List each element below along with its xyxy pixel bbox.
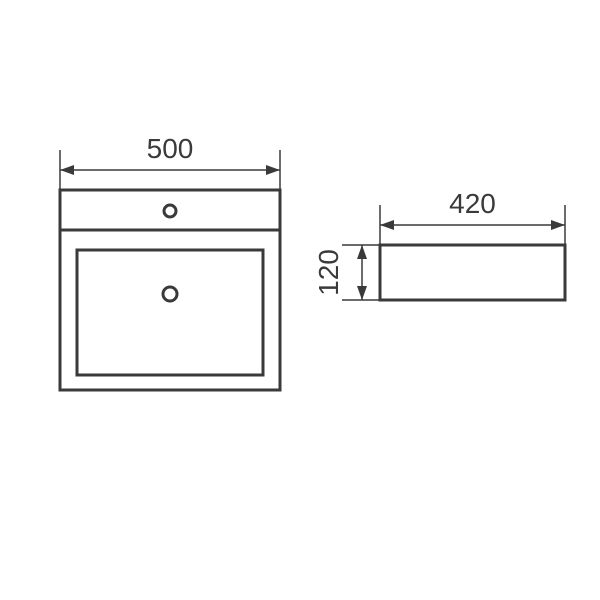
faucet-hole <box>164 205 176 217</box>
dimension-arrowhead <box>551 220 565 230</box>
dimension-arrowhead <box>357 245 367 259</box>
dimension-arrowhead <box>266 165 280 175</box>
dimension-arrowhead <box>380 220 394 230</box>
dim-420: 420 <box>449 188 496 219</box>
drain-hole <box>163 287 177 301</box>
dimension-arrowhead <box>60 165 74 175</box>
dimension-arrowhead <box>357 286 367 300</box>
dim-120: 120 <box>313 249 344 296</box>
front-view <box>60 190 280 390</box>
front-basin-rect <box>77 250 263 375</box>
front-outer-rect <box>60 190 280 390</box>
dim-500: 500 <box>147 133 194 164</box>
side-view <box>380 245 565 300</box>
side-rect <box>380 245 565 300</box>
